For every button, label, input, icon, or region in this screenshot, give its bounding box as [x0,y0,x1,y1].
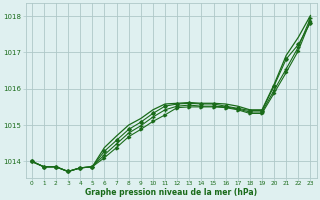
X-axis label: Graphe pression niveau de la mer (hPa): Graphe pression niveau de la mer (hPa) [85,188,257,197]
